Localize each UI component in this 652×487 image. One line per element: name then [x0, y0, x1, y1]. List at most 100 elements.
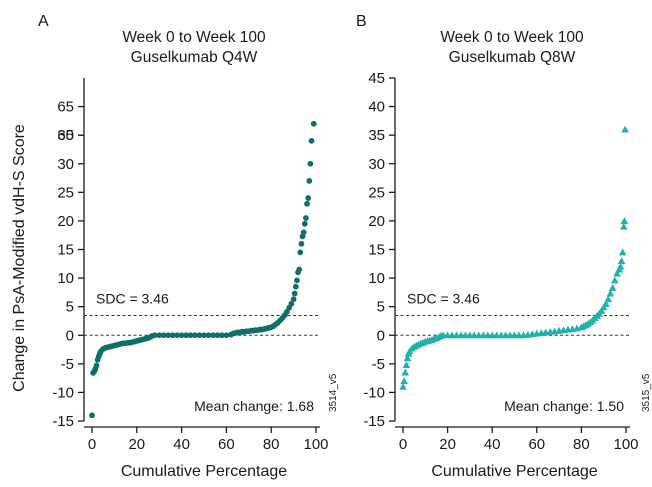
- x-tick-label: 80: [573, 436, 590, 453]
- data-point: [201, 332, 207, 339]
- data-point: [205, 332, 212, 339]
- y-tick-label: -15: [363, 413, 385, 430]
- y-tick-label: 0: [377, 327, 385, 344]
- data-point: [93, 362, 100, 369]
- chart-title-line-1: Week 0 to Week 100: [122, 29, 266, 46]
- data-point: [151, 332, 158, 339]
- y-tick-label: 5: [377, 299, 385, 316]
- data-point: [304, 200, 310, 207]
- data-point: [400, 377, 408, 385]
- data-point: [187, 332, 194, 339]
- data-point: [294, 277, 300, 284]
- x-axis-label: Cumulative Percentage: [121, 463, 287, 480]
- data-point: [301, 220, 308, 227]
- data-point: [300, 229, 307, 236]
- data-point: [306, 178, 313, 184]
- y-tick-label: 10: [57, 270, 74, 287]
- y-tick-label: 20: [57, 213, 74, 230]
- mean-change-annotation: Mean change: 1.68: [194, 398, 314, 414]
- data-point: [165, 332, 172, 339]
- data-point: [210, 332, 216, 339]
- data-point: [196, 332, 203, 339]
- data-point: [223, 332, 230, 339]
- data-point: [403, 354, 412, 362]
- data-point: [169, 332, 176, 339]
- data-point: [621, 125, 629, 133]
- x-tick-label: 40: [484, 436, 501, 453]
- y-tick-label: -5: [61, 356, 74, 373]
- mean-change-annotation: Mean change: 1.50: [504, 398, 624, 414]
- data-point: [297, 249, 304, 256]
- data-point: [298, 240, 305, 247]
- x-tick-label: 20: [439, 436, 456, 453]
- y-tick-label: 15: [57, 242, 74, 259]
- data-point: [597, 306, 606, 314]
- x-tick-label: 20: [128, 436, 145, 453]
- data-point: [401, 368, 410, 376]
- data-point: [305, 195, 312, 201]
- data-point: [292, 283, 299, 290]
- y-tick-label: 0: [66, 327, 74, 344]
- x-tick-label: 40: [173, 436, 190, 453]
- data-point: [402, 361, 411, 369]
- y-tick-label: -15: [52, 413, 74, 430]
- y-tick-label: 65: [57, 99, 74, 116]
- panel-b: B Week 0 to Week 100 Guselkumab Q8W -15 -10 -…: [356, 13, 652, 480]
- y-tick-label: 20: [368, 213, 385, 230]
- chart-title-line-2: Guselkumab Q4W: [131, 49, 258, 66]
- x-axis-label: Cumulative Percentage: [431, 463, 597, 480]
- x-tick-label: 0: [399, 436, 407, 453]
- data-point: [214, 332, 221, 339]
- data-point: [613, 269, 621, 277]
- y-tick-label: 25: [57, 184, 74, 201]
- y-tick-label: 30: [57, 156, 74, 173]
- data-point: [611, 276, 619, 284]
- panel-a: A Week 0 to Week 100 Guselkumab Q4W -15 -10 -…: [38, 13, 339, 480]
- y-tick-label: -5: [372, 356, 385, 373]
- y-tick-label: 45: [368, 70, 385, 87]
- data-point: [608, 284, 617, 291]
- x-tick-label: 60: [528, 436, 545, 453]
- figure-code: 3515_v5: [641, 373, 652, 412]
- data-point: [618, 248, 627, 256]
- data-point: [307, 160, 314, 167]
- y-tick-label: 25: [368, 184, 385, 201]
- data-point: [296, 266, 303, 273]
- chart-title-line-1: Week 0 to Week 100: [440, 29, 584, 46]
- data-point: [619, 222, 628, 230]
- y-tick-label: 35: [368, 127, 385, 144]
- panel-letter-a: A: [38, 13, 49, 30]
- data-point: [399, 382, 407, 390]
- y-tick-label: -10: [52, 384, 74, 401]
- chart-title-line-2: Guselkumab Q8W: [449, 49, 576, 66]
- data-point: [89, 412, 95, 419]
- data-point: [617, 257, 626, 264]
- y-tick-label: 5: [66, 299, 74, 316]
- data-point: [174, 332, 181, 339]
- y-tick-label: -10: [363, 384, 385, 401]
- data-point: [310, 120, 317, 127]
- data-point: [291, 290, 298, 297]
- x-tick-label: 80: [263, 436, 280, 453]
- y-tick-label: 30: [368, 156, 385, 173]
- figure-code: 3514_v5: [328, 373, 339, 412]
- x-tick-label: 100: [613, 436, 638, 453]
- data-point: [178, 332, 185, 339]
- data-point: [183, 332, 189, 339]
- shared-y-axis-label: Change in PsA-Modified vdH-S Score: [11, 124, 28, 392]
- y-tick-label: 15: [368, 242, 385, 259]
- x-tick-label: 60: [218, 436, 235, 453]
- panel-letter-b: B: [356, 13, 367, 30]
- y-tick-label: 40: [368, 99, 385, 116]
- data-point: [192, 332, 198, 339]
- data-point: [308, 137, 315, 144]
- data-point: [599, 303, 608, 311]
- data-point: [303, 215, 309, 221]
- y-tick-label: 60: [57, 127, 74, 144]
- data-point: [620, 217, 629, 224]
- y-tick-label: 10: [368, 270, 385, 287]
- data-point: [160, 332, 167, 339]
- data-point: [606, 289, 615, 297]
- data-point: [616, 262, 625, 270]
